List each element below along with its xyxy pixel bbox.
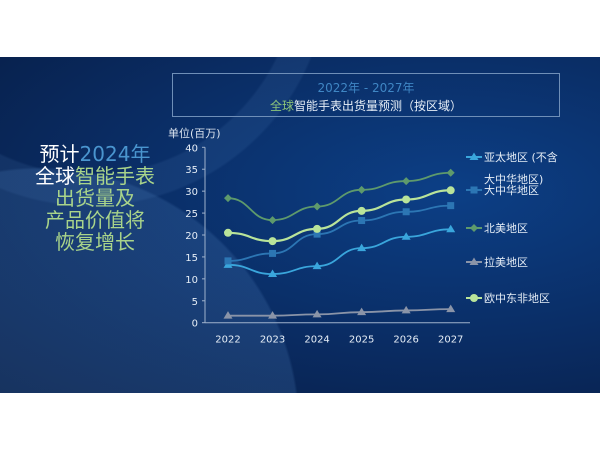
x-tick-label: 2025 xyxy=(349,335,374,346)
data-point xyxy=(446,224,456,233)
data-point xyxy=(313,202,322,211)
chart-title-box: 2022年 - 2027年 全球智能手表出货量预测（按区域） xyxy=(172,73,560,117)
legend-label: 拉美地区 xyxy=(484,255,528,269)
data-point xyxy=(223,311,233,319)
headline-part: 产品价值将 xyxy=(45,208,145,232)
y-axis-unit-label: 单位(百万) xyxy=(168,127,221,140)
data-point xyxy=(224,194,232,203)
data-point xyxy=(224,257,232,265)
data-point xyxy=(358,217,366,225)
data-point xyxy=(402,208,410,216)
data-point xyxy=(269,249,277,257)
x-tick-label: 2027 xyxy=(438,335,463,346)
headline-part: 全球 xyxy=(35,164,75,188)
legend-label: 亚太地区 (不含 xyxy=(484,150,558,164)
data-point xyxy=(224,228,232,237)
x-tick-label: 2026 xyxy=(393,335,418,346)
data-point xyxy=(446,168,455,177)
headline-part: 出货量及 xyxy=(55,186,135,210)
legend-marker xyxy=(470,186,478,194)
data-point xyxy=(446,304,456,313)
y-tick-label: 15 xyxy=(185,253,198,264)
data-point xyxy=(357,243,367,252)
series-line xyxy=(227,189,451,243)
y-tick-label: 30 xyxy=(185,187,198,198)
data-point xyxy=(268,216,277,225)
data-point xyxy=(268,311,278,319)
data-point xyxy=(446,186,455,195)
x-tick-label: 2023 xyxy=(260,335,285,346)
legend-label: 大中华地区 xyxy=(484,183,539,197)
series-line xyxy=(227,171,451,221)
chart-title-years: 2022年 - 2027年 xyxy=(317,81,415,95)
y-tick-label: 10 xyxy=(185,275,198,286)
legend-marker xyxy=(470,224,478,232)
headline-part: 恢复增长 xyxy=(55,230,135,254)
y-tick-label: 35 xyxy=(185,165,198,176)
data-point xyxy=(402,195,411,204)
legend-marker xyxy=(470,294,478,302)
data-point xyxy=(401,232,411,240)
series-line xyxy=(228,308,451,317)
chart-title-green: 全球 xyxy=(269,99,294,113)
y-tick-label: 0 xyxy=(192,319,198,330)
data-point xyxy=(357,307,367,316)
x-tick-label: 2022 xyxy=(215,335,240,346)
y-tick-label: 20 xyxy=(185,231,198,242)
series-line xyxy=(227,204,451,262)
headline-part: 2024年 xyxy=(79,142,151,166)
headline-line: 全球智能手表 xyxy=(20,165,170,187)
y-tick-label: 25 xyxy=(185,209,198,220)
legend-label: 大中华地区) xyxy=(484,172,543,186)
chart-title-main: 智能手表出货量预测（按区域） xyxy=(294,99,463,113)
y-tick-label: 40 xyxy=(185,143,198,154)
x-tick-label: 2024 xyxy=(304,335,329,346)
data-point xyxy=(401,305,411,314)
y-tick-label: 5 xyxy=(192,297,198,308)
data-point xyxy=(402,177,411,186)
data-point xyxy=(312,261,322,270)
data-point xyxy=(268,237,277,246)
series-line xyxy=(227,228,451,275)
data-point xyxy=(357,206,366,215)
data-point xyxy=(357,185,366,194)
slide-panel: 2022年 - 2027年 全球智能手表出货量预测（按区域） 单位(百万) 预计… xyxy=(0,57,600,393)
data-point xyxy=(268,269,278,278)
headline-part: 智能手表 xyxy=(75,164,155,188)
data-point xyxy=(312,309,322,318)
data-point xyxy=(313,230,321,238)
chart-title: 全球智能手表出货量预测（按区域） xyxy=(173,97,559,114)
legend-marker xyxy=(469,152,479,160)
legend-label: 欧中东非地区 xyxy=(484,292,550,305)
data-point xyxy=(447,202,455,210)
legend-marker xyxy=(469,257,479,265)
headline: 预计2024年 全球智能手表 出货量及 产品价值将 恢复增长 xyxy=(20,143,170,253)
headline-line: 预计2024年 xyxy=(20,143,170,165)
legend-label: 北美地区 xyxy=(484,222,528,235)
data-point xyxy=(313,224,322,233)
headline-part: 预计 xyxy=(39,142,80,166)
